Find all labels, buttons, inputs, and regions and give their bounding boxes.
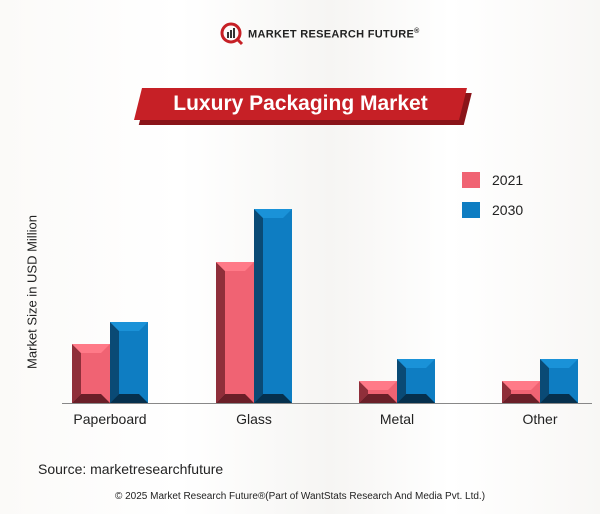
bar-bevel-left [254, 209, 263, 403]
bar-bevel-top [216, 262, 254, 271]
x-tick-label: Glass [236, 411, 272, 427]
logo: MARKET RESEARCH FUTURE® [220, 22, 420, 46]
bar-bevel-left [72, 344, 81, 403]
x-tick-label: Metal [380, 411, 414, 427]
legend-swatch [462, 172, 480, 188]
bar-bevel-bottom [110, 394, 148, 403]
legend-label: 2030 [492, 202, 524, 218]
legend-label: 2021 [492, 172, 524, 188]
bar-bevel-bottom [254, 394, 292, 403]
x-tick-label: Other [522, 411, 557, 427]
bar-bevel-top [397, 359, 435, 368]
logo-icon [220, 22, 244, 46]
legend-swatch [462, 202, 480, 218]
bar-bevel-top [540, 359, 578, 368]
bar-bevel-bottom [359, 394, 397, 403]
bar-bevel-top [359, 381, 397, 390]
bar-bevel-left [359, 381, 368, 403]
bar-bevel-bottom [502, 394, 540, 403]
bar-bevel-top [254, 209, 292, 218]
bar-bevel-left [216, 262, 225, 403]
bar-bevel-bottom [216, 394, 254, 403]
bar-bevel-left [540, 359, 549, 403]
legend-item-2030: 2030 [462, 202, 523, 218]
bar-bevel-top [502, 381, 540, 390]
x-tick-label: Paperboard [73, 411, 146, 427]
bar-bevel-top [110, 322, 148, 331]
bar-bevel-bottom [397, 394, 435, 403]
bar-bevel-top [72, 344, 110, 353]
source-text: Source: marketresearchfuture [38, 461, 224, 477]
chart-title: Luxury Packaging Market [173, 92, 428, 115]
legend-item-2021: 2021 [462, 172, 523, 188]
bar-bevel-left [397, 359, 406, 403]
bar-bevel-bottom [72, 394, 110, 403]
bar-bevel-bottom [540, 394, 578, 403]
footer-copyright: © 2025 Market Research Future®(Part of W… [114, 491, 486, 502]
bar-bevel-left [502, 381, 511, 403]
bar-bevel-left [110, 322, 119, 403]
logo-text: MARKET RESEARCH FUTURE® [248, 27, 420, 41]
